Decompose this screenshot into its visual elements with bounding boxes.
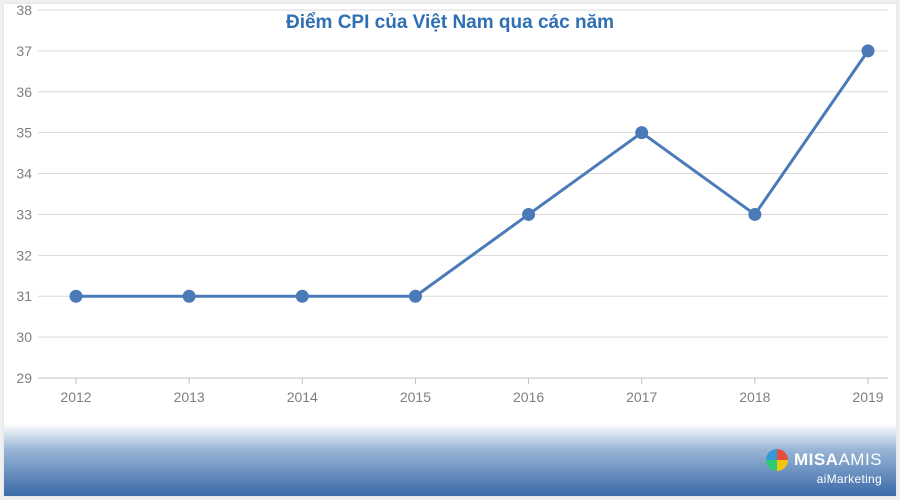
y-tick-label: 30: [16, 329, 32, 345]
brand-logo-icon: [766, 449, 788, 471]
y-tick-label: 31: [16, 288, 32, 304]
data-point: [71, 291, 82, 302]
x-tick-label: 2018: [739, 389, 770, 405]
card: Điểm CPI của Việt Nam qua các năm 29 30 31…: [4, 4, 896, 496]
data-point: [184, 291, 195, 302]
y-tick-label: 34: [16, 166, 32, 182]
chart-svg: 2930313233343536373820122013201420152016…: [4, 4, 896, 424]
footer-band: MISAAMIS aiMarketing: [4, 424, 896, 496]
chart-title: Điểm CPI của Việt Nam qua các năm: [4, 12, 896, 34]
x-tick-label: 2014: [287, 389, 318, 405]
x-tick-label: 2013: [174, 389, 205, 405]
data-point: [636, 127, 647, 138]
x-tick-label: 2019: [852, 389, 883, 405]
y-tick-label: 35: [16, 125, 32, 141]
brand-tagline: aiMarketing: [766, 472, 882, 486]
y-tick-label: 32: [16, 247, 32, 263]
brand-name: MISAAMIS: [794, 450, 882, 470]
brand: MISAAMIS aiMarketing: [766, 449, 882, 486]
x-tick-label: 2015: [400, 389, 431, 405]
x-tick-label: 2016: [513, 389, 544, 405]
chart: Điểm CPI của Việt Nam qua các năm 29 30 31…: [4, 4, 896, 424]
x-tick-label: 2012: [60, 389, 91, 405]
y-tick-label: 33: [16, 206, 32, 222]
y-tick-label: 37: [16, 43, 32, 59]
brand-name-sub: AMIS: [838, 450, 882, 469]
data-point: [749, 209, 760, 220]
y-tick-label: 36: [16, 84, 32, 100]
data-point: [410, 291, 421, 302]
frame: Điểm CPI của Việt Nam qua các năm 29 30 31…: [0, 0, 900, 500]
brand-name-main: MISA: [794, 450, 839, 469]
data-point: [523, 209, 534, 220]
data-point: [863, 45, 874, 56]
x-tick-label: 2017: [626, 389, 657, 405]
data-point: [297, 291, 308, 302]
y-tick-label: 29: [16, 370, 32, 386]
